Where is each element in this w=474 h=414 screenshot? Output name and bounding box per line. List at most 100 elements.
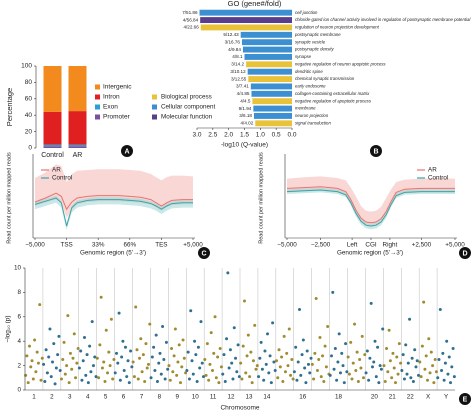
snp-point: [401, 353, 405, 357]
x-tick-label: 2.5: [208, 132, 217, 139]
snp-point: [177, 343, 181, 347]
snp-point: [282, 334, 286, 338]
snp-point: [171, 370, 175, 374]
snp-point: [85, 353, 89, 357]
snp-point: [143, 379, 147, 383]
snp-point: [253, 323, 257, 327]
x-tick-label: 10: [192, 394, 200, 401]
snp-point: [328, 373, 332, 377]
snp-point: [106, 371, 110, 375]
snp-point: [155, 379, 159, 383]
x-tick-label: 16: [299, 394, 307, 401]
snp-point: [345, 370, 349, 374]
snp-point: [361, 376, 365, 380]
x-tick-label: CGI: [365, 242, 376, 249]
snp-point: [382, 364, 386, 368]
snp-point: [234, 356, 238, 360]
snp-point: [381, 327, 385, 331]
x-tick-label: TES: [155, 242, 167, 249]
snp-point: [227, 366, 231, 370]
panel-label-badge: [198, 247, 210, 259]
snp-point: [194, 353, 198, 357]
snp-point: [52, 342, 56, 346]
legend-swatch: [152, 104, 157, 110]
snp-point: [388, 359, 392, 363]
snp-point: [175, 373, 179, 377]
legend-label: Exon: [103, 104, 118, 111]
y-tick-label: 4: [17, 338, 21, 345]
x-tick-label: 33%: [92, 242, 105, 249]
snp-point: [83, 336, 87, 340]
snp-point: [27, 344, 31, 348]
bar: [240, 31, 292, 38]
legend-swatch: [95, 84, 100, 90]
bar-label: 4/4.85: [237, 91, 250, 96]
snp-point: [198, 366, 202, 370]
snp-point: [319, 375, 323, 379]
snp-point: [323, 344, 327, 348]
snp-point: [367, 378, 371, 382]
snp-point: [338, 371, 342, 375]
snp-point: [162, 358, 166, 361]
bar: [252, 98, 292, 105]
snp-point: [189, 309, 193, 313]
y-axis-label: −log₁₀ (p): [5, 315, 12, 342]
bar: [246, 61, 292, 68]
snp-point: [239, 361, 243, 365]
snp-point: [341, 364, 345, 368]
x-tick-label: X: [426, 394, 431, 401]
x-axis-label: Genomic region (5'→3'): [80, 250, 146, 257]
x-tick-label: 18: [335, 394, 343, 401]
snp-point: [368, 356, 372, 360]
snp-point: [59, 377, 63, 381]
snp-point: [226, 271, 230, 275]
x-tick-label: 6: [122, 394, 126, 401]
snp-point: [225, 337, 229, 341]
snp-point: [335, 378, 339, 382]
term-label: synapse: [295, 54, 312, 59]
snp-point: [193, 339, 197, 343]
snp-point: [49, 375, 53, 379]
x-tick-label: 66%: [123, 242, 136, 249]
snp-point: [152, 345, 156, 349]
snp-point: [76, 347, 80, 351]
snp-point: [149, 376, 153, 380]
snp-point: [132, 375, 136, 379]
snp-point: [61, 358, 65, 361]
panel-label-badge: [459, 393, 471, 405]
y-axis-label: Read count per million mapped reads: [258, 152, 264, 244]
snp-point: [379, 367, 383, 371]
snp-point: [301, 338, 305, 342]
snp-point: [272, 360, 276, 364]
snp-point: [246, 333, 250, 337]
snp-point: [56, 353, 60, 357]
snp-point: [390, 376, 394, 380]
snp-point: [163, 377, 167, 381]
bar: [250, 83, 292, 90]
snp-point: [130, 365, 134, 369]
snp-point: [268, 354, 272, 358]
bar: [253, 105, 292, 112]
x-tick-label: 4: [86, 394, 90, 401]
term-label: collagen-containing extracellular matrix: [295, 91, 370, 96]
line: [34, 192, 193, 211]
snp-point: [376, 345, 380, 349]
x-tick-label: 1.5: [240, 132, 249, 139]
snp-point: [181, 338, 185, 342]
snp-point: [404, 343, 408, 347]
snp-point: [126, 359, 130, 363]
snp-point: [184, 371, 188, 375]
snp-point: [313, 351, 317, 355]
panel-label: A: [124, 148, 129, 155]
snp-point: [310, 362, 314, 366]
snp-point: [89, 370, 93, 374]
snp-point: [324, 365, 328, 369]
snp-point: [24, 373, 28, 377]
snp-point: [440, 368, 444, 372]
panel-label-badge: [121, 145, 133, 157]
legend-swatch: [95, 94, 100, 100]
snp-point: [296, 360, 300, 364]
snp-point: [378, 364, 382, 368]
snp-point: [228, 348, 232, 352]
